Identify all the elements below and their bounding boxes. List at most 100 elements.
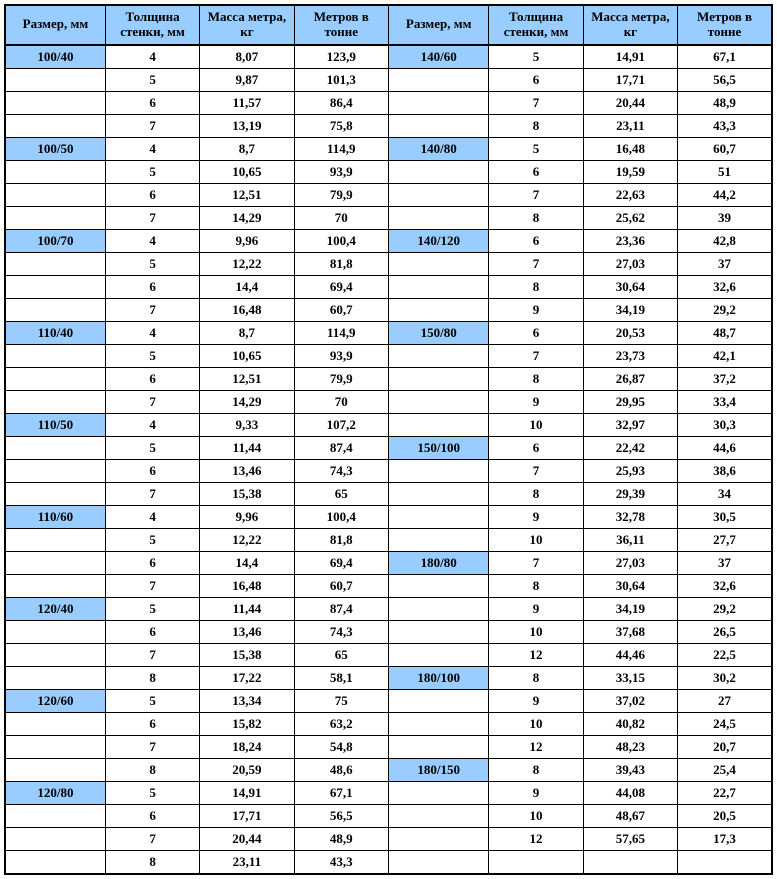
cell-value: 8 xyxy=(489,574,583,597)
cell-value: 32,6 xyxy=(678,275,772,298)
cell-value: 8 xyxy=(489,275,583,298)
cell-value: 107,2 xyxy=(294,413,388,436)
table-row: 713,1975,8823,1143,3 xyxy=(5,114,772,137)
cell-size xyxy=(5,367,105,390)
cell-value: 8 xyxy=(489,482,583,505)
cell-value: 7 xyxy=(489,91,583,114)
cell-value: 5 xyxy=(105,160,199,183)
cell-value: 33,4 xyxy=(678,390,772,413)
cell-value: 100,4 xyxy=(294,229,388,252)
cell-value: 44,46 xyxy=(583,643,677,666)
cell-value: 5 xyxy=(489,45,583,69)
cell-value: 8 xyxy=(105,666,199,689)
cell-value: 14,4 xyxy=(200,275,294,298)
cell-value xyxy=(489,850,583,874)
cell-value: 7 xyxy=(489,344,583,367)
cell-value: 7 xyxy=(105,206,199,229)
cell-size xyxy=(388,390,488,413)
cell-size xyxy=(388,643,488,666)
cell-value: 12,22 xyxy=(200,528,294,551)
table-row: 612,5179,9826,8737,2 xyxy=(5,367,772,390)
cell-size: 110/50 xyxy=(5,413,105,436)
cell-value: 17,22 xyxy=(200,666,294,689)
cell-size xyxy=(5,666,105,689)
cell-size xyxy=(388,91,488,114)
cell-value: 37 xyxy=(678,551,772,574)
cell-value: 114,9 xyxy=(294,137,388,160)
hdr-mass-r: Масса метра, кг xyxy=(583,5,677,45)
cell-value: 26,5 xyxy=(678,620,772,643)
cell-value: 60,7 xyxy=(294,574,388,597)
cell-value: 12 xyxy=(489,643,583,666)
cell-value: 9 xyxy=(489,689,583,712)
hdr-mpt-r: Метров в тонне xyxy=(678,5,772,45)
cell-size xyxy=(388,712,488,735)
cell-value: 32,78 xyxy=(583,505,677,528)
cell-size: 100/40 xyxy=(5,45,105,69)
cell-value: 65 xyxy=(294,482,388,505)
cell-value: 20,53 xyxy=(583,321,677,344)
cell-size: 180/100 xyxy=(388,666,488,689)
cell-size xyxy=(388,620,488,643)
cell-size xyxy=(5,160,105,183)
cell-value: 93,9 xyxy=(294,344,388,367)
cell-value: 6 xyxy=(489,68,583,91)
cell-value: 37,68 xyxy=(583,620,677,643)
cell-value: 23,73 xyxy=(583,344,677,367)
cell-value: 9,96 xyxy=(200,229,294,252)
cell-value: 25,4 xyxy=(678,758,772,781)
cell-value: 10 xyxy=(489,804,583,827)
table-row: 120/40511,4487,4934,1929,2 xyxy=(5,597,772,620)
cell-value: 79,9 xyxy=(294,367,388,390)
table-row: 512,2281,81036,1127,7 xyxy=(5,528,772,551)
cell-value: 20,7 xyxy=(678,735,772,758)
table-row: 614,469,4180/80727,0337 xyxy=(5,551,772,574)
cell-size xyxy=(5,758,105,781)
cell-value: 7 xyxy=(105,482,199,505)
table-row: 100/7049,96100,4140/120623,3642,8 xyxy=(5,229,772,252)
cell-value: 25,62 xyxy=(583,206,677,229)
cell-value: 23,11 xyxy=(200,850,294,874)
cell-value: 79,9 xyxy=(294,183,388,206)
cell-size xyxy=(5,390,105,413)
cell-size xyxy=(5,551,105,574)
cell-size xyxy=(5,850,105,874)
cell-size xyxy=(5,712,105,735)
cell-value: 23,36 xyxy=(583,229,677,252)
cell-value: 69,4 xyxy=(294,551,388,574)
cell-value: 5 xyxy=(105,344,199,367)
cell-size xyxy=(388,252,488,275)
cell-size xyxy=(388,482,488,505)
table-row: 720,4448,91257,6517,3 xyxy=(5,827,772,850)
table-row: 100/5048,7114,9140/80516,4860,7 xyxy=(5,137,772,160)
cell-value: 60,7 xyxy=(678,137,772,160)
cell-value: 4 xyxy=(105,229,199,252)
table-row: 612,5179,9722,6344,2 xyxy=(5,183,772,206)
cell-value: 26,87 xyxy=(583,367,677,390)
cell-value: 4 xyxy=(105,413,199,436)
cell-size xyxy=(5,344,105,367)
table-row: 611,5786,4720,4448,9 xyxy=(5,91,772,114)
cell-size xyxy=(5,620,105,643)
cell-value: 10 xyxy=(489,712,583,735)
cell-value: 14,4 xyxy=(200,551,294,574)
table-row: 716,4860,7830,6432,6 xyxy=(5,574,772,597)
cell-value: 58,1 xyxy=(294,666,388,689)
cell-value: 60,7 xyxy=(294,298,388,321)
cell-size xyxy=(5,298,105,321)
cell-size: 120/80 xyxy=(5,781,105,804)
cell-value: 6 xyxy=(105,620,199,643)
cell-value: 114,9 xyxy=(294,321,388,344)
cell-value: 8,7 xyxy=(200,321,294,344)
cell-value: 6 xyxy=(105,551,199,574)
table-row: 716,4860,7934,1929,2 xyxy=(5,298,772,321)
cell-value: 5 xyxy=(105,689,199,712)
cell-value: 32,6 xyxy=(678,574,772,597)
cell-size xyxy=(5,482,105,505)
cell-value: 87,4 xyxy=(294,436,388,459)
cell-value: 93,9 xyxy=(294,160,388,183)
cell-size xyxy=(388,68,488,91)
cell-size xyxy=(388,574,488,597)
cell-value: 44,2 xyxy=(678,183,772,206)
cell-value: 8 xyxy=(489,666,583,689)
